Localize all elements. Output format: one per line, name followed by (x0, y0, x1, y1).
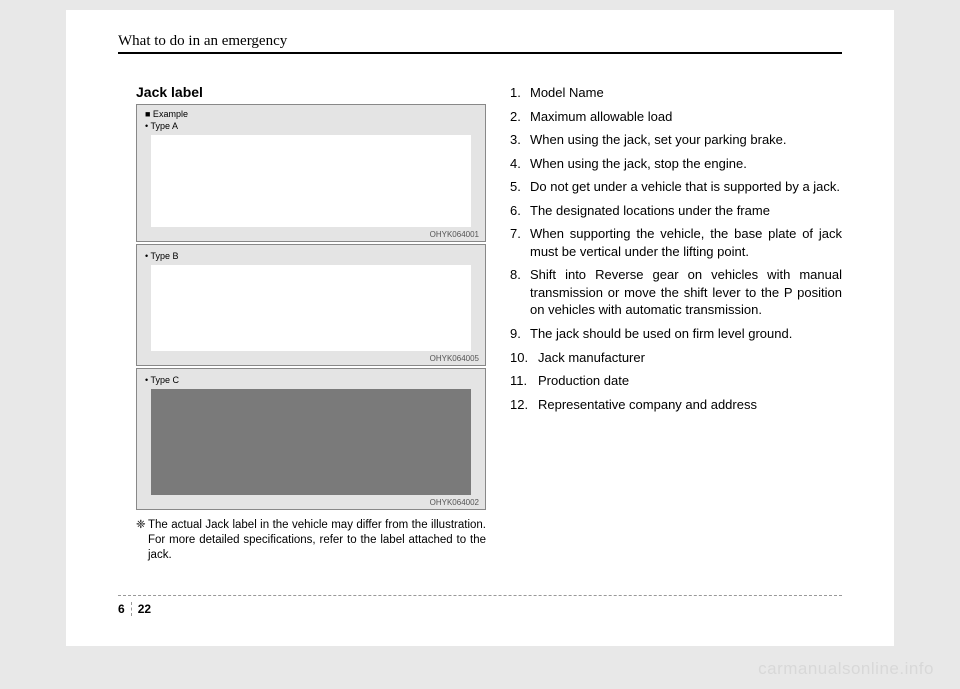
header-text: What to do in an emergency (118, 33, 287, 49)
list-item: 2.Maximum allowable load (510, 108, 842, 126)
type-b-tag: • Type B (145, 251, 179, 261)
list-item: 4.When using the jack, stop the engine. (510, 155, 842, 173)
list-item-text: Jack manufacturer (538, 349, 842, 367)
type-c-tag: • Type C (145, 375, 179, 385)
list-item-number: 5. (510, 178, 530, 196)
list-item-number: 9. (510, 325, 530, 343)
page-num: 22 (132, 602, 151, 616)
list-item: 3.When using the jack, set your parking … (510, 131, 842, 149)
note-text: ❈ The actual Jack label in the vehicle m… (136, 518, 486, 563)
type-a-tag: • Type A (145, 121, 178, 131)
image-code-b: OHYK064005 (430, 354, 479, 363)
list-item: 8.Shift into Reverse gear on vehicles wi… (510, 266, 842, 319)
list-item: 9.The jack should be used on firm level … (510, 325, 842, 343)
list-item: 5.Do not get under a vehicle that is sup… (510, 178, 842, 196)
jack-label-type-b: • Type B OHYK064005 (136, 244, 486, 366)
list-item-number: 8. (510, 266, 530, 319)
list-item: 6.The designated locations under the fra… (510, 202, 842, 220)
list-item-text: Do not get under a vehicle that is suppo… (530, 178, 842, 196)
jack-label-type-a: ■ Example • Type A OHYK064001 (136, 104, 486, 242)
manual-page: What to do in an emergency Jack label ■ … (66, 10, 894, 646)
jack-label-type-c: • Type C OHYK064002 (136, 368, 486, 510)
page-header: What to do in an emergency (118, 32, 842, 54)
label-c-inner (151, 389, 471, 495)
list-item-number: 3. (510, 131, 530, 149)
list-item-text: When using the jack, stop the engine. (530, 155, 842, 173)
list-item: 12.Representative company and address (510, 396, 842, 414)
label-b-inner (151, 265, 471, 351)
list-item: 10.Jack manufacturer (510, 349, 842, 367)
list-item: 11.Production date (510, 372, 842, 390)
list-item-number: 12. (510, 396, 538, 414)
list-item-text: The jack should be used on firm level gr… (530, 325, 842, 343)
list-item-number: 1. (510, 84, 530, 102)
section-title: Jack label (136, 84, 203, 100)
list-item-text: Maximum allowable load (530, 108, 842, 126)
label-a-inner (151, 135, 471, 227)
instruction-list: 1.Model Name2.Maximum allowable load3.Wh… (510, 84, 842, 419)
list-item-text: The designated locations under the frame (530, 202, 842, 220)
list-item-number: 11. (510, 372, 538, 390)
list-item-number: 2. (510, 108, 530, 126)
list-item-text: Production date (538, 372, 842, 390)
note-symbol: ❈ (136, 518, 148, 563)
list-item: 7.When supporting the vehicle, the base … (510, 225, 842, 260)
example-tag: ■ Example (145, 109, 188, 119)
list-item: 1.Model Name (510, 84, 842, 102)
page-footer: 6 22 (118, 595, 842, 616)
list-item-text: Model Name (530, 84, 842, 102)
note-body: The actual Jack label in the vehicle may… (148, 518, 486, 563)
page-number: 6 22 (118, 602, 842, 616)
image-code-a: OHYK064001 (430, 230, 479, 239)
watermark: carmanualsonline.info (758, 659, 934, 679)
list-item-number: 7. (510, 225, 530, 260)
list-item-text: Shift into Reverse gear on vehicles with… (530, 266, 842, 319)
list-item-number: 4. (510, 155, 530, 173)
list-item-text: When using the jack, set your parking br… (530, 131, 842, 149)
section-number: 6 (118, 602, 132, 616)
image-code-c: OHYK064002 (430, 498, 479, 507)
list-item-number: 6. (510, 202, 530, 220)
list-item-text: When supporting the vehicle, the base pl… (530, 225, 842, 260)
list-item-number: 10. (510, 349, 538, 367)
list-item-text: Representative company and address (538, 396, 842, 414)
